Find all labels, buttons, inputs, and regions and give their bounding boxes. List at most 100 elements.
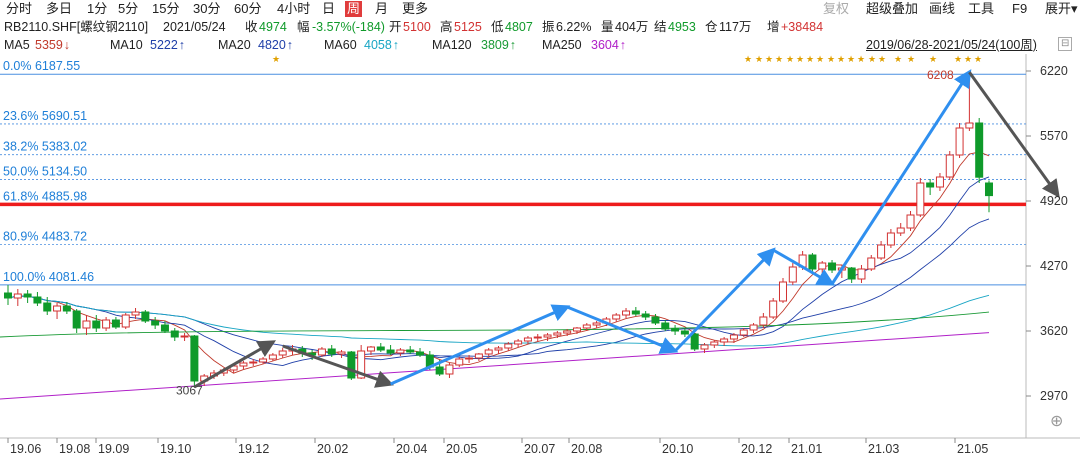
x-tick-label-1: 19.08 xyxy=(59,442,90,456)
period-tab-9[interactable]: 周 xyxy=(345,1,363,17)
ma-value-2: 4820 xyxy=(258,38,286,52)
toolbar-button-2[interactable]: 画线 xyxy=(929,1,956,16)
candle-18 xyxy=(180,333,189,341)
candle-2 xyxy=(23,290,32,303)
candle-68 xyxy=(671,325,680,335)
period-tab-8[interactable]: 日 xyxy=(322,1,336,16)
high-annotation: 6208 xyxy=(927,68,954,82)
candle-body-55 xyxy=(543,334,552,338)
candle-57 xyxy=(563,329,572,336)
candle-24 xyxy=(239,361,248,369)
period-tab-2[interactable]: 1分 xyxy=(87,1,108,16)
candle-body-89 xyxy=(877,244,886,259)
candle-88 xyxy=(867,255,876,271)
info-oi-value: 117万 xyxy=(719,20,752,34)
period-tab-11[interactable]: 更多 xyxy=(402,1,429,16)
ma-arrow-5: ↑ xyxy=(619,38,627,52)
candle-50 xyxy=(494,346,503,354)
candle-body-37 xyxy=(366,346,375,352)
candle-100 xyxy=(985,180,993,213)
info-oi-change-label: 增 xyxy=(767,20,780,34)
candle-3 xyxy=(33,292,42,306)
candle-25 xyxy=(249,359,258,366)
candle-51 xyxy=(504,342,513,351)
candle-body-98 xyxy=(965,122,974,129)
zoom-icon[interactable]: ⊕ xyxy=(1050,413,1063,430)
candle-80 xyxy=(788,263,797,285)
toolbar-button-5[interactable]: 展开▾ xyxy=(1045,1,1078,16)
candle-body-45 xyxy=(445,364,454,375)
candle-body-7 xyxy=(72,310,81,329)
period-tab-1[interactable]: 多日 xyxy=(46,1,73,16)
fib-label-6: 100.0% 4081.46 xyxy=(3,270,94,284)
toolbar-button-3[interactable]: 工具 xyxy=(968,1,995,16)
period-tab-7[interactable]: 4小时 xyxy=(277,1,311,16)
kline-chart[interactable]: 0.0% 6187.55 23.6% 5690.51 38.2% 5383.02 50… xyxy=(0,54,1080,460)
fib-label-5: 80.9% 4483.72 xyxy=(3,230,87,244)
candle-15 xyxy=(151,317,160,329)
candle-body-70 xyxy=(690,333,699,350)
x-tick-label-3: 19.10 xyxy=(160,442,191,456)
ma-line-120 xyxy=(0,311,990,338)
candle-1 xyxy=(13,289,22,306)
period-tab-3[interactable]: 5分 xyxy=(118,1,139,16)
period-tab-6[interactable]: 60分 xyxy=(234,1,262,16)
quote-info-bar: RB2110.SHF[螺纹钢2110] 2021/05/24 收 4974 幅 -3.57… xyxy=(0,18,1080,36)
ma-label-1: MA10 xyxy=(110,38,143,52)
toolbar-button-0[interactable]: 复权 xyxy=(823,1,850,16)
signal-star-icon: ★ xyxy=(974,54,982,64)
info-oi-change-value: +38484 xyxy=(781,20,824,34)
candle-body-51 xyxy=(504,343,513,349)
x-tick-label-2: 19.09 xyxy=(98,442,129,456)
period-tab-5[interactable]: 30分 xyxy=(193,1,221,16)
candle-body-1 xyxy=(13,293,22,299)
candle-71 xyxy=(700,343,709,353)
candle-49 xyxy=(484,348,493,356)
candle-body-4 xyxy=(43,302,52,312)
candle-body-94 xyxy=(926,182,935,188)
candle-body-78 xyxy=(769,300,778,318)
candle-body-0 xyxy=(4,292,12,299)
info-high-label: 高 xyxy=(440,20,453,34)
candle-32 xyxy=(317,347,326,357)
y-tick-label-4: 3620 xyxy=(1040,324,1068,338)
toolbar-button-1[interactable]: 超级叠加 xyxy=(866,1,919,16)
candle-58 xyxy=(572,327,581,334)
candle-69 xyxy=(680,328,689,337)
candle-34 xyxy=(337,350,346,358)
candle-67 xyxy=(661,320,670,331)
candle-body-38 xyxy=(376,346,385,351)
candle-26 xyxy=(259,357,268,364)
signal-star-icon: ★ xyxy=(847,54,855,64)
candle-40 xyxy=(396,348,405,356)
candle-99 xyxy=(975,118,984,183)
info-open-label: 开 xyxy=(389,20,402,34)
fib-label-3: 50.0% 5134.50 xyxy=(3,165,87,179)
signal-star-icon: ★ xyxy=(964,54,972,64)
period-tab-10[interactable]: 月 xyxy=(375,1,389,16)
candle-body-18 xyxy=(180,335,189,338)
toolbar-button-4[interactable]: F9 xyxy=(1012,1,1028,16)
period-tab-0[interactable]: 分时 xyxy=(6,1,33,16)
candle-8 xyxy=(82,315,91,335)
candle-body-26 xyxy=(259,358,268,363)
period-tab-4[interactable]: 15分 xyxy=(152,1,180,16)
ma-arrow-0: ↓ xyxy=(63,38,71,52)
candle-75 xyxy=(739,328,748,337)
candle-66 xyxy=(651,314,660,325)
ma-value-3: 4058 xyxy=(364,38,392,52)
collapse-icon[interactable]: ⊟ xyxy=(1058,37,1073,51)
date-range-label[interactable]: 2019/06/28-2021/05/24(100周) xyxy=(866,38,1037,52)
candle-body-64 xyxy=(631,310,640,315)
candle-53 xyxy=(523,336,532,344)
ma-arrow-1: ↑ xyxy=(178,38,186,52)
signal-star-icon: ★ xyxy=(868,54,876,64)
info-volume-value: 404万 xyxy=(615,20,649,34)
candle-45 xyxy=(445,363,454,378)
candle-body-80 xyxy=(788,266,797,283)
candle-body-15 xyxy=(151,320,160,326)
candle-37 xyxy=(366,346,375,355)
candle-body-11 xyxy=(111,319,120,328)
candle-body-6 xyxy=(62,305,71,312)
candle-41 xyxy=(406,346,415,354)
